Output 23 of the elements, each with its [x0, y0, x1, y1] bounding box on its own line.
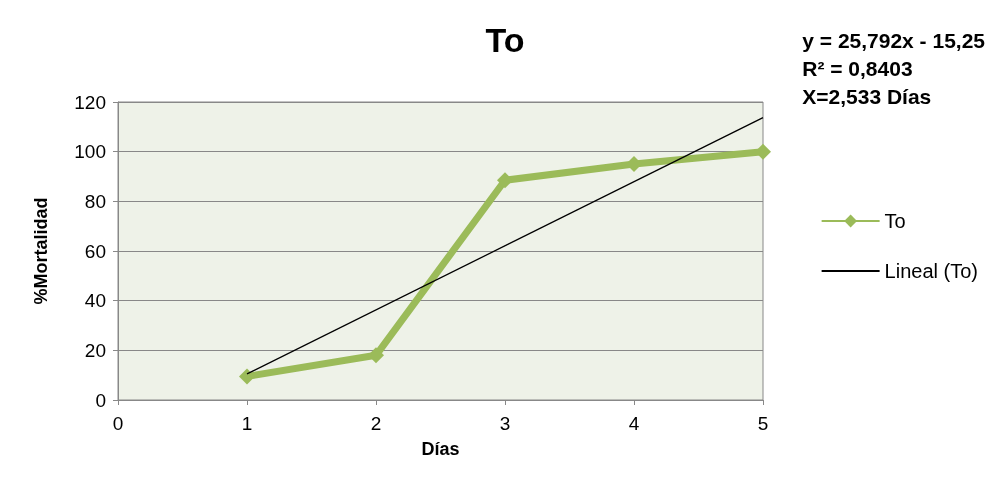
x-tick-label: 0 [112, 413, 124, 434]
legend-label: Lineal (To) [884, 260, 979, 282]
x-tick-label: 5 [757, 413, 769, 434]
x-tick-label: 2 [370, 413, 382, 434]
y-tick-label: 100 [74, 141, 106, 163]
point [239, 368, 255, 385]
point [368, 347, 384, 364]
y-tick-label: 60 [84, 240, 106, 262]
y-tick-label: 0 [95, 389, 106, 411]
y-tick-label: 20 [84, 339, 106, 361]
text: X=2,533 Días [802, 84, 932, 108]
y-axis-title: %Mortalidad [31, 197, 51, 305]
text: R² = 0,8403 [802, 56, 913, 80]
y-tick-label: 80 [84, 190, 106, 212]
legend-label: To [884, 210, 906, 232]
y-tick-label: 120 [74, 91, 106, 113]
x-tick-label: 3 [499, 413, 511, 434]
x-tick-label: 4 [628, 413, 640, 434]
chart-title: To [485, 21, 525, 59]
x-tick-label: 1 [241, 413, 253, 434]
y-tick-label: 40 [84, 290, 106, 312]
x-axis-title: Días [421, 439, 460, 459]
text: y = 25,792x - 15,25 [802, 28, 986, 52]
